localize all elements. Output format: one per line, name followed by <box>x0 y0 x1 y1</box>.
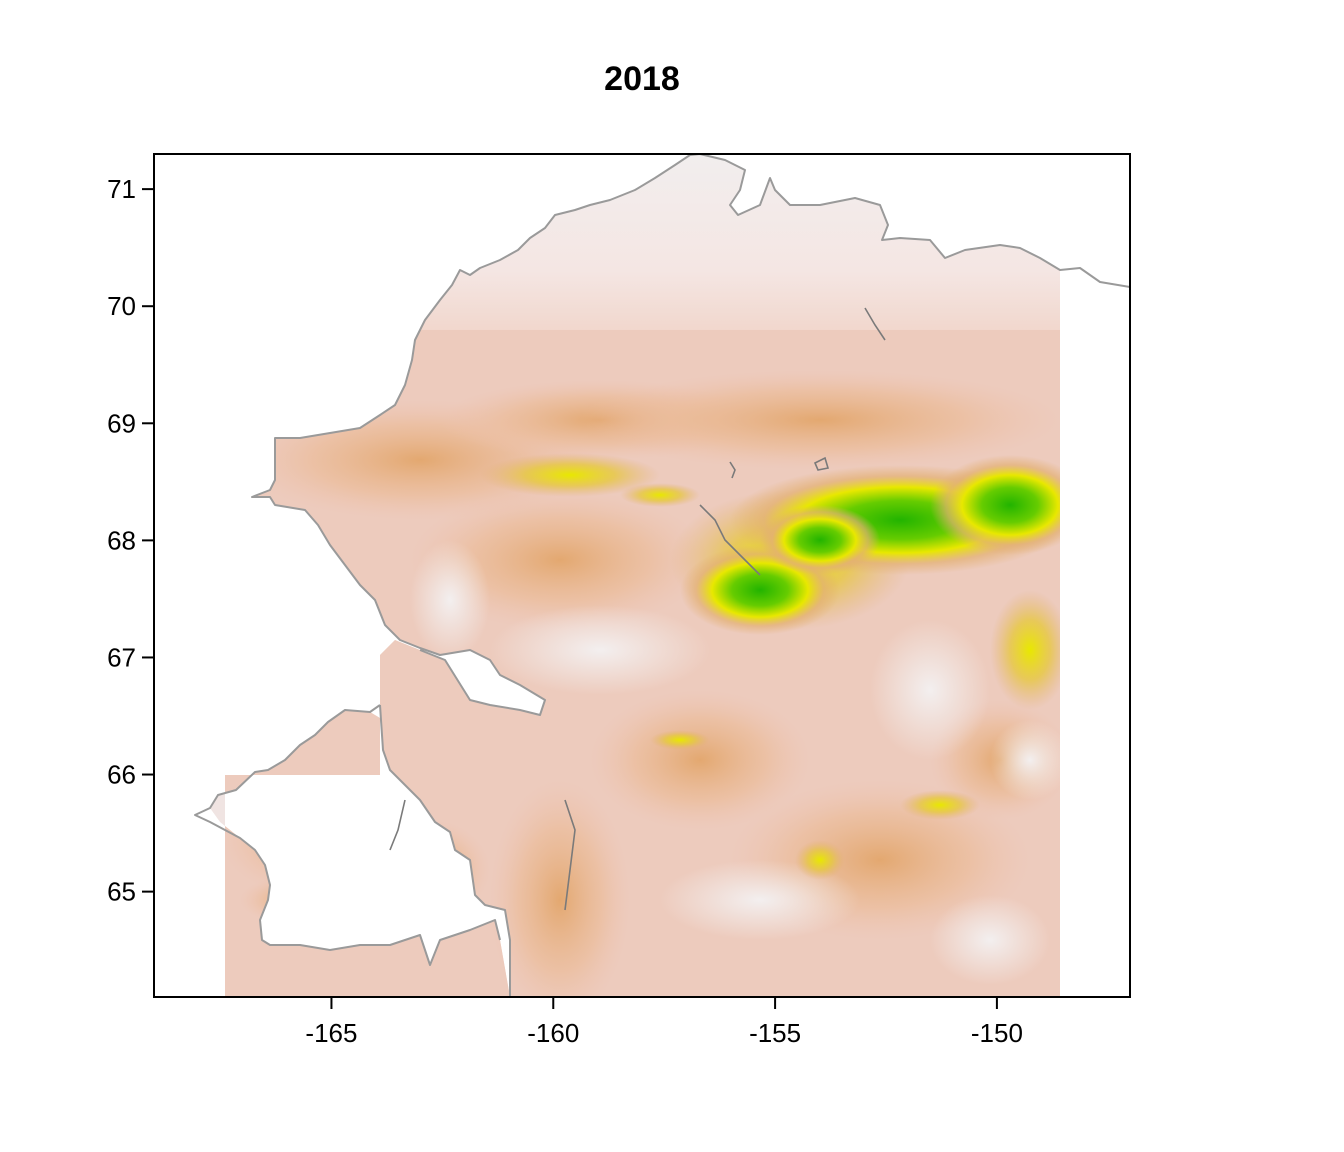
x-axis: -165 -160 -155 -150 <box>305 997 1023 1048</box>
y-tick-label: 70 <box>107 291 136 321</box>
plot-area <box>154 154 1130 997</box>
river-kobuk <box>699 504 761 576</box>
y-tick-label: 69 <box>107 408 136 438</box>
x-tick-label: -150 <box>971 1018 1023 1048</box>
lake-north-1 <box>813 456 830 471</box>
x-tick-label: -160 <box>527 1018 579 1048</box>
coastline-seward <box>194 704 511 997</box>
map-title: 2018 <box>604 60 680 98</box>
x-tick-label: -165 <box>305 1018 357 1048</box>
river-north <box>864 307 886 341</box>
y-tick-label: 71 <box>107 174 136 204</box>
coastline <box>251 154 1130 716</box>
river-koyukuk <box>564 799 576 911</box>
river-seward <box>389 799 406 851</box>
plot-frame <box>153 153 1131 998</box>
y-axis: 65 66 67 68 69 70 71 <box>107 174 154 907</box>
x-tick-label: -155 <box>749 1018 801 1048</box>
y-tick-label: 68 <box>107 525 136 555</box>
y-tick-label: 66 <box>107 760 136 790</box>
elevation-raster <box>154 154 1060 997</box>
lake-north-2 <box>729 461 736 479</box>
y-tick-label: 65 <box>107 877 136 907</box>
y-tick-label: 67 <box>107 642 136 672</box>
